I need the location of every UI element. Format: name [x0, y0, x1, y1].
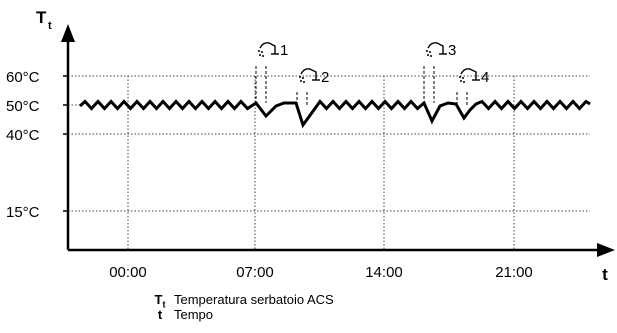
- legend: Tt Temperatura serbatoio ACS t Tempo: [148, 292, 334, 322]
- x-tick-label-0000: 00:00: [109, 264, 147, 281]
- tap-icon: [258, 42, 279, 57]
- legend-text: Temperatura serbatoio ACS: [174, 292, 334, 307]
- legend-text: Tempo: [174, 307, 214, 322]
- tank-temperature-curve: [78, 99, 591, 129]
- tap-icon: [459, 68, 480, 83]
- y-tick-label-50: 50°C: [6, 98, 40, 115]
- axes: [61, 24, 615, 257]
- tap-event-3-number: 3: [448, 42, 456, 59]
- y-tick-label-40: 40°C: [6, 127, 40, 144]
- tap-event-4-number: 4: [481, 69, 489, 86]
- y-axis-arrow: [61, 24, 75, 42]
- x-axis-title: t: [602, 265, 608, 284]
- y-tick-label-15: 15°C: [6, 204, 40, 221]
- tap-event-markers: [255, 66, 468, 105]
- y-axis-title: T: [36, 8, 47, 27]
- legend-row-tank-temperature: Tt Temperatura serbatoio ACS: [148, 292, 334, 310]
- reference-lines: [68, 75, 590, 250]
- x-tick-label-2100: 21:00: [495, 264, 533, 281]
- tap-event-1-number: 1: [280, 42, 288, 59]
- x-tick-label-1400: 14:00: [365, 264, 403, 281]
- tap-event-2-number: 2: [321, 69, 329, 86]
- x-axis-arrow: [597, 243, 615, 257]
- tap-icon: [426, 42, 447, 57]
- legend-symbol: t: [157, 307, 163, 322]
- legend-row-time: t Tempo: [148, 307, 334, 322]
- y-tick-label-60: 60°C: [6, 69, 40, 86]
- legend-symbol: Tt: [154, 292, 166, 310]
- x-tick-label-0700: 07:00: [236, 264, 274, 281]
- y-axis-title-subscript: t: [48, 20, 52, 32]
- tap-icon: [299, 68, 320, 83]
